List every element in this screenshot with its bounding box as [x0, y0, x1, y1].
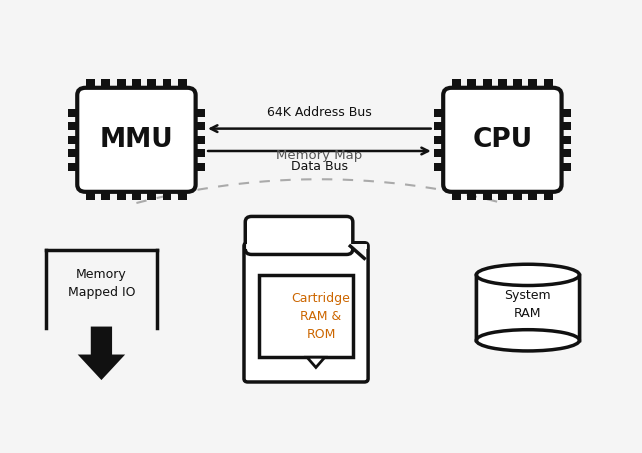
Bar — [187, 163, 205, 171]
Polygon shape — [82, 328, 121, 377]
Bar — [147, 184, 156, 200]
Text: 64K Address Bus: 64K Address Bus — [267, 106, 372, 120]
Bar — [86, 79, 95, 95]
Bar — [433, 163, 451, 171]
Bar — [67, 136, 85, 144]
Ellipse shape — [476, 330, 579, 351]
Bar — [86, 184, 95, 200]
Bar — [528, 79, 537, 95]
Bar — [187, 136, 205, 144]
Bar — [467, 184, 476, 200]
Bar — [259, 275, 353, 357]
Bar — [452, 184, 461, 200]
Text: Memory Map: Memory Map — [276, 149, 363, 162]
Bar — [117, 79, 126, 95]
FancyBboxPatch shape — [244, 243, 368, 382]
Bar — [513, 184, 522, 200]
Bar — [132, 184, 141, 200]
Bar — [433, 109, 451, 117]
Polygon shape — [307, 357, 325, 367]
Ellipse shape — [476, 264, 579, 285]
FancyBboxPatch shape — [443, 88, 562, 192]
Text: Cartridge
RAM &
ROM: Cartridge RAM & ROM — [291, 292, 351, 341]
Bar — [553, 109, 571, 117]
Bar — [513, 79, 522, 95]
Bar — [67, 163, 85, 171]
Bar — [162, 79, 171, 95]
Bar — [67, 109, 85, 117]
Bar — [498, 184, 507, 200]
Bar — [162, 184, 171, 200]
Bar — [178, 184, 187, 200]
Bar — [67, 149, 85, 157]
Bar — [553, 122, 571, 130]
Bar — [187, 122, 205, 130]
Text: System
RAM: System RAM — [505, 289, 551, 320]
Bar — [101, 184, 110, 200]
Bar — [433, 122, 451, 130]
Bar — [433, 149, 451, 157]
Bar — [483, 79, 492, 95]
Bar — [132, 79, 141, 95]
Bar — [178, 79, 187, 95]
Bar — [187, 149, 205, 157]
Text: CPU: CPU — [473, 127, 532, 153]
Bar — [147, 79, 156, 95]
FancyBboxPatch shape — [245, 217, 353, 255]
Bar — [467, 79, 476, 95]
Bar — [498, 79, 507, 95]
Bar — [252, 241, 346, 248]
Bar — [452, 79, 461, 95]
Text: Memory
Mapped IO: Memory Mapped IO — [67, 268, 135, 299]
Bar — [483, 184, 492, 200]
Bar — [67, 122, 85, 130]
FancyBboxPatch shape — [77, 88, 196, 192]
Bar — [478, 275, 578, 340]
Bar — [101, 79, 110, 95]
Bar — [433, 136, 451, 144]
Bar — [544, 184, 553, 200]
Bar — [117, 184, 126, 200]
Bar — [553, 136, 571, 144]
Bar — [544, 79, 553, 95]
Bar — [187, 109, 205, 117]
Text: MMU: MMU — [100, 127, 173, 153]
Text: Data Bus: Data Bus — [291, 160, 348, 173]
Bar — [553, 163, 571, 171]
Polygon shape — [351, 246, 364, 258]
Bar — [528, 184, 537, 200]
Bar — [553, 149, 571, 157]
